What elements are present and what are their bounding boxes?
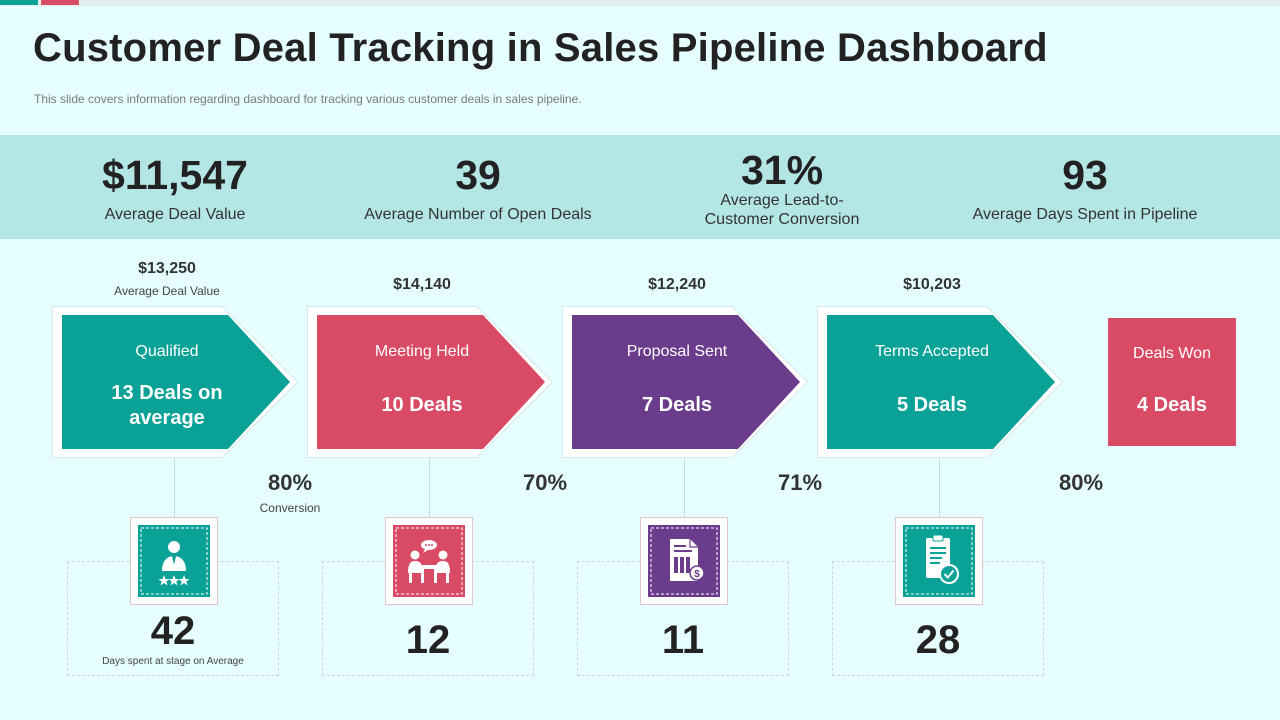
kpi-value: 39 — [455, 152, 501, 198]
kpi-band: $11,547 Average Deal Value 39 Average Nu… — [0, 135, 1280, 239]
stage-avg-value: $13,250 — [138, 260, 196, 277]
customer-rating-icon-frame — [130, 517, 218, 605]
stage-name: Meeting Held — [374, 343, 470, 360]
accent-pink — [41, 0, 79, 5]
kpi-label: Average Number of Open Deals — [364, 206, 592, 223]
stage-deals-line2: average — [129, 407, 205, 429]
stage-avg-value: $12,240 — [648, 276, 706, 293]
svg-text:$: $ — [694, 569, 700, 580]
conversion-rate: 80% — [267, 470, 313, 495]
stage-avg-value: $14,140 — [393, 276, 451, 293]
days-value: 12 — [405, 618, 451, 662]
days-caption: Days spent at stage on Average — [102, 656, 244, 667]
stage-name: Qualified — [135, 343, 199, 360]
stage-deals-line1: 13 Deals on — [111, 382, 223, 404]
stage-deals: 7 Deals — [641, 394, 713, 416]
kpi-lead-conversion: 31% Average Lead-to- Customer Conversion — [622, 135, 942, 229]
days-value: 42 — [150, 609, 196, 653]
conversion-rate: 80% — [1058, 470, 1104, 495]
kpi-label: Average Deal Value — [104, 206, 246, 223]
proposal-document-icon-frame: $ — [640, 517, 728, 605]
stage-arrow — [62, 315, 290, 449]
document-check-icon — [903, 525, 975, 597]
stage-name: Proposal Sent — [626, 343, 728, 360]
page-subtitle: This slide covers information regarding … — [34, 92, 582, 106]
connector-line — [174, 458, 175, 517]
kpi-label-line2: Customer Conversion — [704, 211, 860, 228]
stage-terms-accepted[interactable]: Terms Accepted 5 Deals — [817, 306, 1063, 458]
kpi-value: $11,547 — [102, 152, 248, 198]
meeting-icon-frame — [385, 517, 473, 605]
page-title: Customer Deal Tracking in Sales Pipeline… — [33, 26, 1048, 70]
stage-deals: 4 Deals — [1136, 394, 1208, 416]
document-check-icon-frame — [895, 517, 983, 605]
customer-rating-icon — [138, 525, 210, 597]
conversion-rate: 71% — [777, 470, 823, 495]
stage-deals-won[interactable]: Deals Won 4 Deals — [1108, 318, 1236, 446]
stage-name: Terms Accepted — [875, 343, 989, 360]
kpi-value: 93 — [1062, 152, 1108, 198]
stage-arrow — [827, 315, 1055, 449]
conversion-rate: 70% — [522, 470, 568, 495]
kpi-average-deal-value: $11,547 Average Deal Value — [15, 135, 335, 224]
stage-proposal-sent[interactable]: Proposal Sent 7 Deals — [562, 306, 808, 458]
stage-qualified[interactable]: Qualified 13 Deals on average — [52, 306, 298, 458]
days-value: 28 — [915, 618, 961, 662]
kpi-label: Average Days Spent in Pipeline — [972, 206, 1198, 223]
days-value: 11 — [661, 618, 705, 662]
kpi-days-in-pipeline: 93 Average Days Spent in Pipeline — [925, 135, 1245, 224]
kpi-label-line1: Average Lead-to- — [720, 192, 844, 209]
kpi-value: 31% — [740, 147, 824, 193]
stage-arrow — [317, 315, 545, 449]
proposal-document-icon: $ — [648, 525, 720, 597]
top-accent-bar — [0, 0, 1280, 6]
stage-meeting-held[interactable]: Meeting Held 10 Deals — [307, 306, 553, 458]
conversion-caption: Conversion — [259, 501, 321, 515]
connector-line — [429, 458, 430, 517]
stage-deals: 5 Deals — [896, 394, 968, 416]
kpi-open-deals: 39 Average Number of Open Deals — [318, 135, 638, 224]
connector-line — [684, 458, 685, 517]
stage-name: Deals Won — [1133, 345, 1211, 362]
meeting-icon — [393, 525, 465, 597]
accent-teal — [0, 0, 38, 5]
stage-deals: 10 Deals — [381, 394, 463, 416]
stage-arrow — [572, 315, 800, 449]
stage-avg-value: $10,203 — [903, 276, 961, 293]
stage-avg-caption: Average Deal Value — [114, 284, 220, 298]
connector-line — [939, 458, 940, 517]
